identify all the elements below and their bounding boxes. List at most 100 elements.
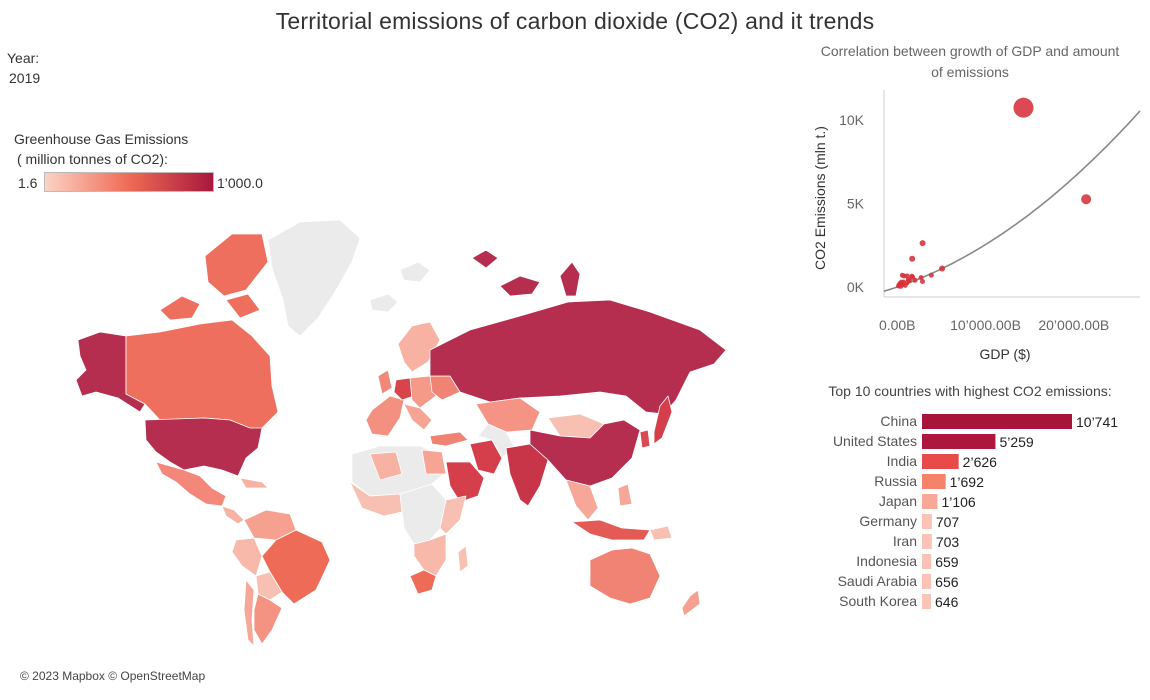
scatter-chart-title: Correlation between growth of GDP and am…	[820, 43, 1120, 80]
map-japan[interactable]	[653, 395, 673, 445]
bar-category-label: Russia	[874, 473, 917, 489]
map-russia[interactable]	[429, 299, 727, 415]
bar-value-label: 707	[936, 514, 960, 530]
map-caribbean[interactable]	[239, 477, 269, 489]
map-france-spain[interactable]	[365, 395, 405, 437]
scatter-point[interactable]	[901, 273, 907, 279]
map-arctic-islands[interactable]	[399, 261, 431, 283]
map-papua[interactable]	[649, 525, 673, 541]
scatter-y-ticks: 0K 5K 10K	[839, 112, 865, 295]
bar-category-label: India	[887, 453, 918, 469]
bar[interactable]	[922, 554, 932, 569]
map-germany[interactable]	[393, 377, 415, 401]
bar-value-label: 2’626	[963, 454, 997, 470]
map-south-africa[interactable]	[409, 569, 437, 595]
legend-max-label: 1’000.0	[217, 175, 263, 191]
bar-chart[interactable]: China 10’741 United States 5’259 India 2’626 R…	[800, 405, 1150, 615]
map-greenland[interactable]	[267, 219, 361, 337]
bar[interactable]	[922, 514, 932, 529]
bar-chart-title: Top 10 countries with highest CO2 emissi…	[828, 383, 1112, 399]
bar-category-label: Germany	[859, 513, 917, 529]
map-canada-arctic-2[interactable]	[204, 233, 269, 297]
scatter-point[interactable]	[928, 272, 934, 278]
scatter-point[interactable]	[939, 265, 946, 272]
map-canada[interactable]	[125, 319, 279, 433]
scatter-y-tick-label: 10K	[839, 112, 865, 128]
map-canada-arctic-1[interactable]	[159, 295, 201, 321]
map-philippines[interactable]	[617, 483, 633, 507]
map-russia-arctic[interactable]	[499, 275, 541, 297]
map-central-europe[interactable]	[409, 375, 437, 409]
map-new-zealand[interactable]	[681, 589, 701, 617]
map-turkey[interactable]	[429, 431, 469, 447]
scatter-point[interactable]	[918, 275, 924, 281]
legend-subtitle: ( million tonnes of CO2):	[17, 151, 168, 167]
scatter-x-axis-label: GDP ($)	[979, 346, 1030, 362]
bar[interactable]	[922, 534, 932, 549]
legend-color-ramp	[44, 172, 214, 192]
map-united-kingdom[interactable]	[377, 369, 393, 395]
bar-category-label: Indonesia	[856, 553, 917, 569]
map-canada-arctic-3[interactable]	[225, 293, 261, 319]
scatter-point[interactable]	[1081, 194, 1092, 205]
bar-value-label: 10’741	[1076, 414, 1118, 430]
bar[interactable]	[922, 574, 932, 589]
map-algeria[interactable]	[369, 451, 403, 481]
map-iran[interactable]	[469, 439, 503, 475]
scatter-points[interactable]	[896, 97, 1092, 289]
scatter-point[interactable]	[1013, 97, 1034, 118]
bar[interactable]	[922, 494, 938, 509]
map-iceland[interactable]	[369, 293, 399, 313]
scatter-y-axis-label: CO2 Emissions (mln t.)	[812, 126, 828, 270]
scatter-chart[interactable]: 0K 5K 10K 0.00B 10’000.00B 20’000.00B GDP ($…	[800, 80, 1150, 370]
year-filter-value[interactable]: 2019	[9, 70, 41, 86]
scatter-y-tick-label: 0K	[847, 279, 865, 295]
bar-category-label: Saudi Arabia	[838, 573, 918, 589]
map-bolivia-paraguay[interactable]	[255, 571, 283, 601]
map-attribution[interactable]: © 2023 Mapbox © OpenStreetMap	[20, 669, 206, 683]
bar[interactable]	[922, 414, 1072, 429]
scatter-point[interactable]	[919, 278, 925, 284]
bar[interactable]	[922, 594, 932, 609]
map-east-africa[interactable]	[439, 495, 467, 535]
world-map[interactable]	[0, 200, 780, 660]
map-egypt[interactable]	[421, 449, 447, 475]
map-russia-far-east-island[interactable]	[559, 261, 581, 297]
bar-value-label: 646	[935, 594, 959, 610]
bar-category-label: United States	[833, 433, 917, 449]
map-central-america[interactable]	[221, 505, 245, 525]
bar-value-label: 703	[936, 534, 960, 550]
scatter-point[interactable]	[902, 282, 908, 288]
scatter-point[interactable]	[912, 277, 918, 283]
bar-value-label: 1’692	[950, 474, 984, 490]
bar-value-label: 659	[935, 554, 959, 570]
map-saudi-arabia[interactable]	[445, 461, 485, 503]
bar[interactable]	[922, 474, 946, 489]
legend-title: Greenhouse Gas Emissions	[14, 131, 189, 147]
map-chile[interactable]	[243, 579, 255, 647]
bar[interactable]	[922, 434, 996, 449]
map-china[interactable]	[529, 419, 641, 487]
map-united-states[interactable]	[144, 417, 263, 477]
map-brazil[interactable]	[261, 529, 331, 605]
scatter-y-tick-label: 5K	[847, 196, 865, 212]
bar[interactable]	[922, 454, 959, 469]
map-australia[interactable]	[589, 547, 661, 605]
map-italy-balkans[interactable]	[403, 403, 433, 431]
map-southeast-asia[interactable]	[565, 479, 599, 521]
bar-category-label: South Korea	[839, 593, 917, 609]
map-central-asia[interactable]	[477, 423, 515, 459]
map-madagascar[interactable]	[457, 545, 469, 573]
bar-value-label: 5’259	[999, 434, 1033, 450]
map-peru[interactable]	[231, 537, 263, 577]
scatter-point[interactable]	[919, 240, 926, 247]
map-argentina[interactable]	[253, 593, 283, 645]
scatter-point[interactable]	[909, 255, 916, 262]
bar-category-label: Japan	[879, 493, 917, 509]
map-alaska-islands[interactable]	[471, 249, 499, 269]
map-central-africa[interactable]	[399, 483, 447, 545]
scatter-point[interactable]	[898, 283, 904, 289]
map-indonesia[interactable]	[571, 519, 651, 541]
map-southern-africa[interactable]	[413, 533, 447, 577]
map-korea[interactable]	[639, 429, 651, 449]
